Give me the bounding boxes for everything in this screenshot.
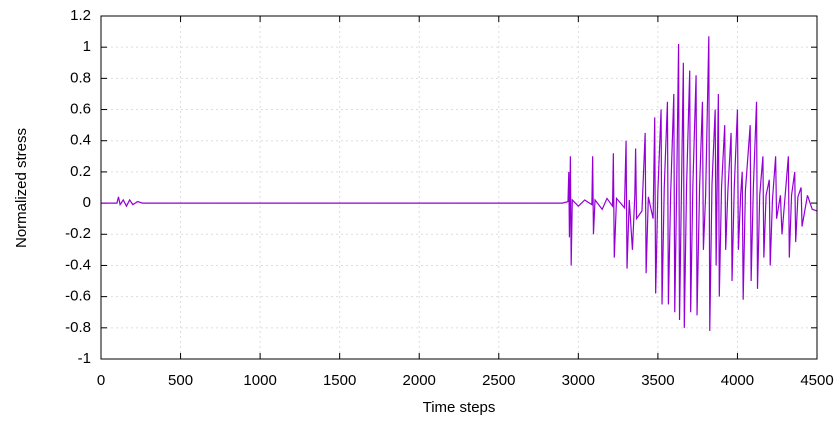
x-axis-label: Time steps xyxy=(423,399,496,416)
x-tick-label: 1000 xyxy=(243,372,276,389)
x-tick-label: 3500 xyxy=(641,372,674,389)
y-tick-label: 0.2 xyxy=(70,163,91,180)
y-tick-label: 1 xyxy=(83,38,91,55)
y-tick-label: 0 xyxy=(83,194,91,211)
y-tick-label: 0.8 xyxy=(70,69,91,86)
x-tick-label: 0 xyxy=(97,372,105,389)
x-tick-label: 2000 xyxy=(403,372,436,389)
y-tick-label: -0.8 xyxy=(65,319,91,336)
y-axis-label: Normalized stress xyxy=(13,128,30,248)
y-tick-label: 0.6 xyxy=(70,101,91,118)
x-tick-label: 4500 xyxy=(800,372,833,389)
plot-border xyxy=(100,15,818,360)
x-tick-label: 500 xyxy=(168,372,193,389)
y-tick-label: -0.2 xyxy=(65,225,91,242)
x-tick-label: 1500 xyxy=(323,372,356,389)
y-tick-label: 1.2 xyxy=(70,7,91,24)
data-line xyxy=(101,36,818,331)
y-tick-label: -0.4 xyxy=(65,256,91,273)
x-tick-label: 3000 xyxy=(562,372,595,389)
y-tick-label: -1 xyxy=(78,350,91,367)
y-tick-label: -0.6 xyxy=(65,288,91,305)
x-tick-label: 4000 xyxy=(721,372,754,389)
y-tick-label: 0.4 xyxy=(70,132,91,149)
x-tick-label: 2500 xyxy=(482,372,515,389)
